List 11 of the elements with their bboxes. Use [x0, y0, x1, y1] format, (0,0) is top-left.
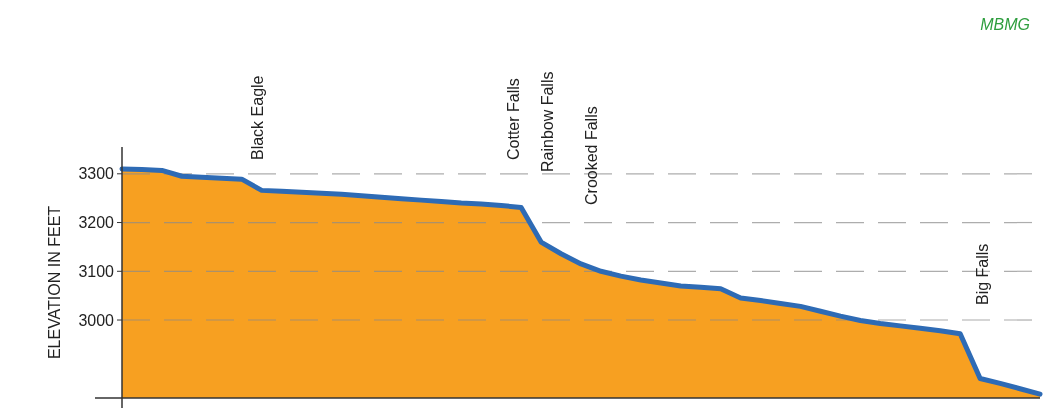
annotation: Cotter Falls: [505, 78, 522, 160]
text: MBMG: [980, 16, 1030, 33]
annotation: Crooked Falls: [583, 106, 600, 205]
y-tick-label: 3300: [78, 165, 115, 183]
annotation: Black Eagle: [249, 75, 266, 160]
annotation: Big Falls: [974, 243, 991, 305]
y-axis-title: ELEVATION IN FEET: [46, 205, 63, 360]
annotation: Rainbow Falls: [539, 71, 556, 172]
y-tick-label: 3200: [78, 214, 115, 232]
y-tick-label: 3000: [78, 311, 115, 329]
y-tick-label: 3100: [78, 262, 115, 280]
